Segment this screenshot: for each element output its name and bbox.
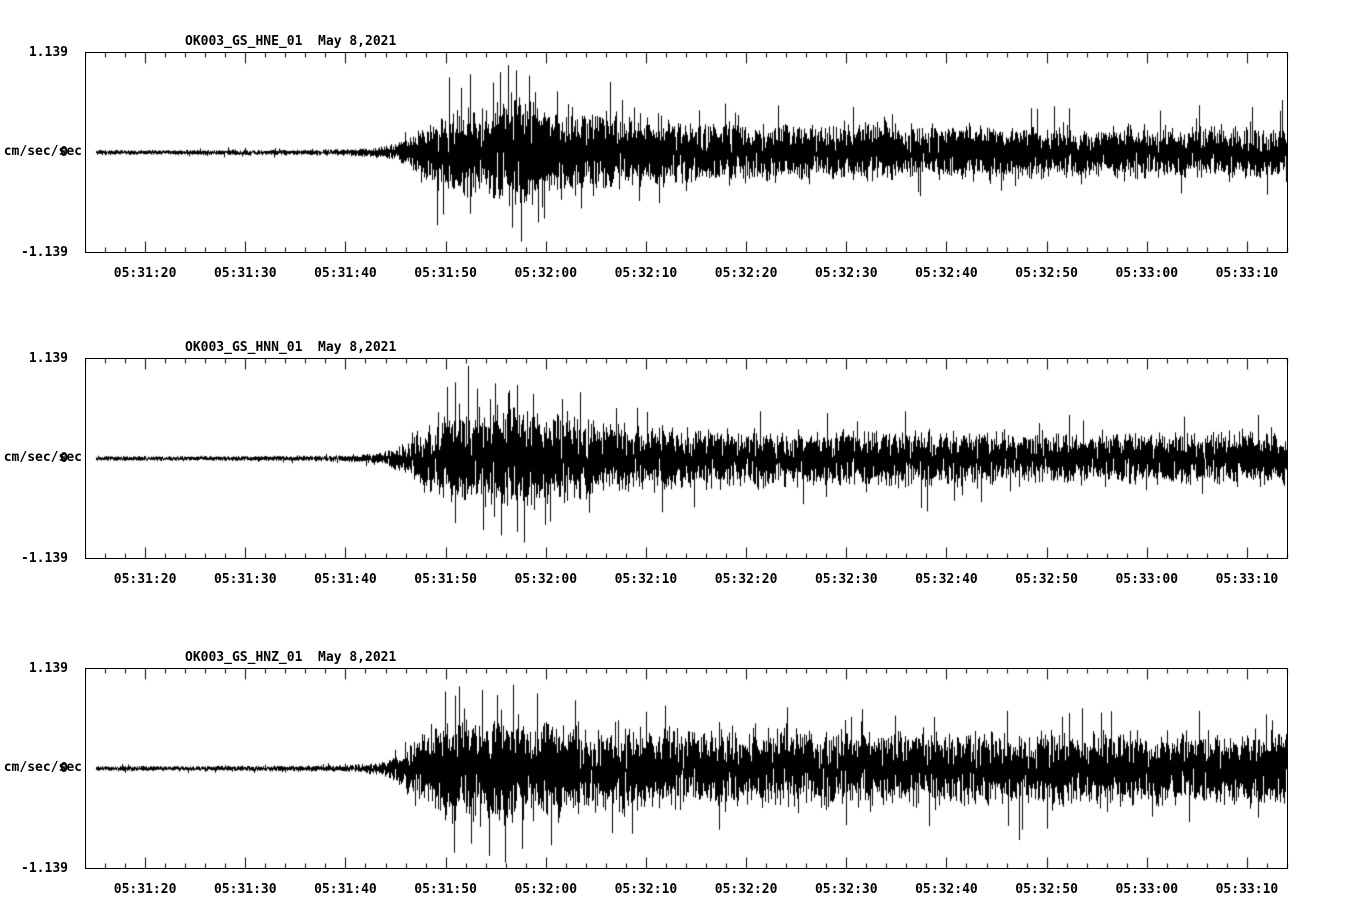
x-tick-label: 05:32:40 <box>915 572 978 587</box>
x-tick-label: 05:32:00 <box>514 882 578 897</box>
x-tick-label: 05:31:50 <box>414 572 477 587</box>
x-tick-label: 05:31:40 <box>314 882 377 897</box>
y-axis-units-label-hnz: cm/sec/sec <box>3 760 82 775</box>
x-tick-label: 05:33:10 <box>1215 882 1279 897</box>
plot-frame-hne <box>85 52 1288 253</box>
x-tick-label: 05:32:20 <box>714 572 778 587</box>
x-tick-label: 05:32:10 <box>614 266 678 281</box>
x-tick-label: 05:31:50 <box>414 882 477 897</box>
x-tick-label: 05:32:30 <box>814 266 878 281</box>
x-tick-label: 05:32:20 <box>714 266 778 281</box>
y-axis-units-label-hnn: cm/sec/sec <box>3 450 82 465</box>
x-tick-label: 05:31:20 <box>113 266 177 281</box>
x-tick-label: 05:32:50 <box>1015 266 1078 281</box>
y-tick-label-max-hne: 1.139 <box>28 45 68 60</box>
plot-frame-hnz <box>85 668 1288 869</box>
y-tick-label-min-hnn: -1.139 <box>21 551 68 566</box>
x-tick-label: 05:32:30 <box>814 572 878 587</box>
x-tick-label: 05:31:20 <box>113 572 177 587</box>
x-tick-label: 05:32:30 <box>814 882 878 897</box>
plot-frame-hnn <box>85 358 1288 559</box>
y-tick-label-zero-hnz: 0 <box>60 761 68 776</box>
y-tick-label-min-hnz: -1.139 <box>21 861 68 876</box>
x-tick-label: 05:33:00 <box>1115 572 1179 587</box>
x-tick-label: 05:32:40 <box>915 266 978 281</box>
panel-title-hne: OK003_GS_HNE_01 May 8,2021 <box>185 34 397 49</box>
x-tick-label: 05:31:40 <box>314 572 377 587</box>
x-tick-label: 05:32:10 <box>614 882 678 897</box>
y-axis-units-label-hne: cm/sec/sec <box>3 144 82 159</box>
x-tick-label: 05:33:00 <box>1115 882 1179 897</box>
x-tick-label: 05:31:30 <box>213 882 277 897</box>
y-tick-label-max-hnn: 1.139 <box>28 351 68 366</box>
waveform-trace-hnz <box>86 669 1287 868</box>
y-tick-label-zero-hnn: 0 <box>60 451 68 466</box>
x-tick-label: 05:32:00 <box>514 266 578 281</box>
x-tick-label: 05:31:30 <box>213 266 277 281</box>
panel-title-hnn: OK003_GS_HNN_01 May 8,2021 <box>185 340 397 355</box>
x-tick-label: 05:32:10 <box>614 572 678 587</box>
x-tick-label: 05:32:40 <box>915 882 978 897</box>
waveform-trace-hne <box>86 53 1287 252</box>
x-tick-label: 05:33:10 <box>1215 572 1279 587</box>
y-tick-label-zero-hne: 0 <box>60 145 68 160</box>
x-tick-label: 05:31:30 <box>213 572 277 587</box>
x-tick-label: 05:31:50 <box>414 266 477 281</box>
y-tick-label-max-hnz: 1.139 <box>28 661 68 676</box>
y-tick-label-min-hne: -1.139 <box>21 245 68 260</box>
x-tick-label: 05:33:10 <box>1215 266 1279 281</box>
waveform-trace-hnn <box>86 359 1287 558</box>
x-tick-label: 05:32:50 <box>1015 572 1078 587</box>
x-tick-label: 05:32:20 <box>714 882 778 897</box>
x-tick-label: 05:31:40 <box>314 266 377 281</box>
panel-title-hnz: OK003_GS_HNZ_01 May 8,2021 <box>185 650 397 665</box>
x-tick-label: 05:31:20 <box>113 882 177 897</box>
x-tick-label: 05:32:50 <box>1015 882 1078 897</box>
x-tick-label: 05:32:00 <box>514 572 578 587</box>
x-tick-label: 05:33:00 <box>1115 266 1179 281</box>
